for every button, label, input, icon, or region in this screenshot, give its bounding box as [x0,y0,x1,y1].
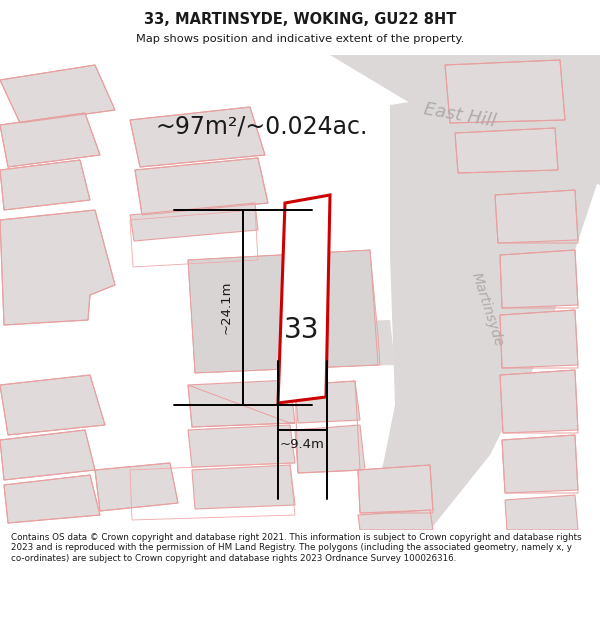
Polygon shape [278,195,330,403]
Polygon shape [505,495,578,530]
Polygon shape [95,463,178,511]
Polygon shape [4,475,100,523]
Text: ~24.1m: ~24.1m [220,281,233,334]
Polygon shape [0,160,90,210]
Polygon shape [188,250,380,373]
Text: ~9.4m: ~9.4m [280,438,325,451]
Polygon shape [200,320,395,370]
Polygon shape [0,113,100,167]
Polygon shape [495,190,578,243]
Polygon shape [130,107,265,167]
Polygon shape [500,310,578,368]
Polygon shape [0,65,115,123]
Polygon shape [188,425,295,467]
Polygon shape [130,203,258,241]
Polygon shape [192,465,295,509]
Polygon shape [330,55,600,185]
Polygon shape [0,210,115,325]
Polygon shape [500,250,578,308]
Text: East Hill: East Hill [422,100,497,130]
Polygon shape [295,381,360,423]
Polygon shape [0,430,95,480]
Polygon shape [500,370,578,433]
Polygon shape [188,380,295,427]
Text: ~97m²/~0.024ac.: ~97m²/~0.024ac. [155,115,367,139]
Polygon shape [358,510,433,530]
Polygon shape [295,425,365,473]
Polygon shape [0,375,105,435]
Polygon shape [455,128,558,173]
Text: Contains OS data © Crown copyright and database right 2021. This information is : Contains OS data © Crown copyright and d… [11,533,581,562]
Polygon shape [358,465,433,513]
Text: Map shows position and indicative extent of the property.: Map shows position and indicative extent… [136,34,464,44]
Text: Martinsyde: Martinsyde [469,271,506,349]
Polygon shape [370,85,600,530]
Polygon shape [445,60,565,123]
Text: 33: 33 [284,316,320,344]
Text: 33, MARTINSYDE, WOKING, GU22 8HT: 33, MARTINSYDE, WOKING, GU22 8HT [144,12,456,27]
Polygon shape [502,435,578,493]
Polygon shape [135,158,268,215]
